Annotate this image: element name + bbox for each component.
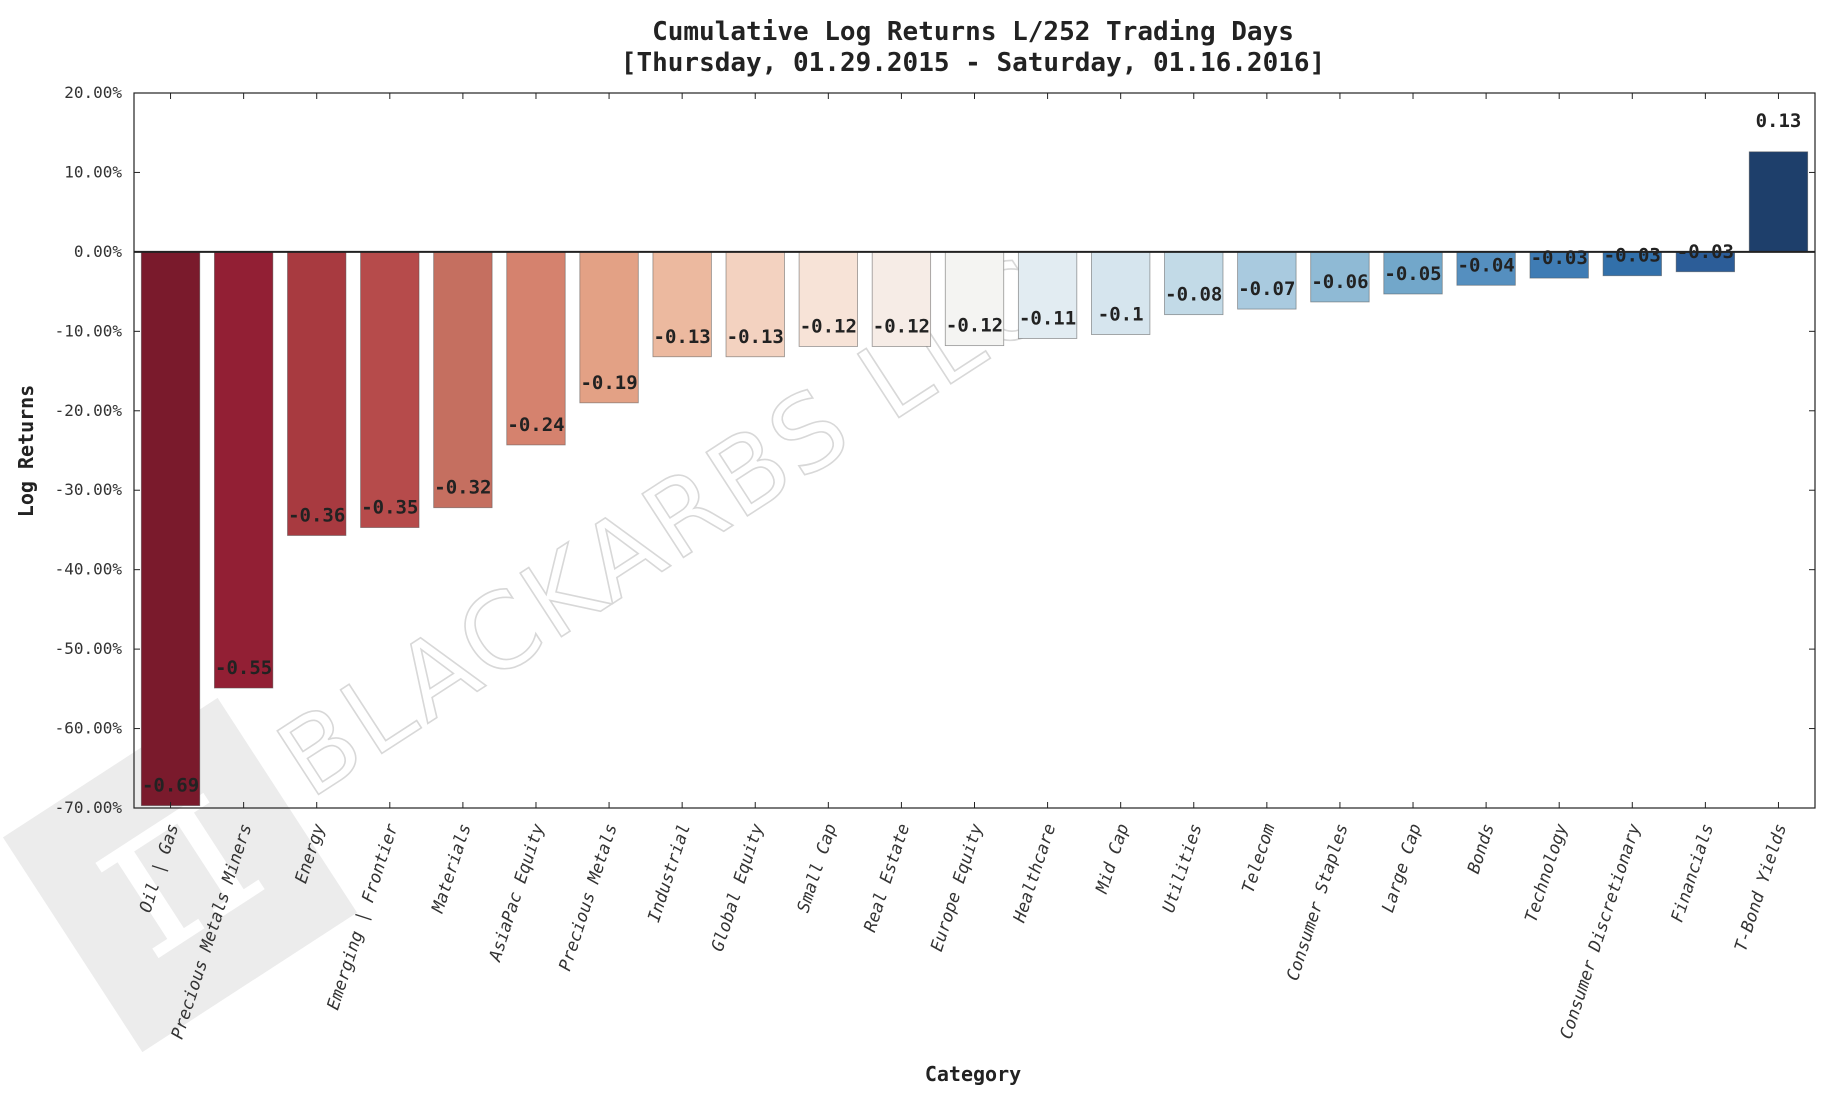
bar bbox=[579, 251, 639, 404]
data-label: -0.12 bbox=[946, 315, 1003, 337]
data-label: -0.32 bbox=[434, 477, 491, 499]
data-label: -0.12 bbox=[800, 315, 857, 337]
y-tick-label: -60.00% bbox=[55, 719, 123, 738]
y-tick-label: 10.00% bbox=[64, 162, 122, 181]
bar bbox=[1456, 251, 1516, 286]
data-label: -0.07 bbox=[1238, 278, 1295, 300]
x-tick-label: Telecom bbox=[1238, 821, 1279, 895]
bar bbox=[287, 251, 347, 536]
data-label: -0.36 bbox=[288, 505, 345, 527]
x-tick-label: Financials bbox=[1667, 821, 1718, 925]
bar bbox=[140, 251, 201, 807]
bar bbox=[725, 251, 785, 358]
y-tick-label: -30.00% bbox=[55, 480, 123, 499]
y-tick-label: -40.00% bbox=[55, 560, 123, 579]
y-tick-label: -70.00% bbox=[55, 798, 123, 817]
x-tick-label: Mid Cap bbox=[1092, 821, 1133, 896]
y-tick-label: 0.00% bbox=[74, 242, 123, 261]
x-tick-label: Consumer Staples bbox=[1283, 821, 1353, 983]
bar bbox=[1748, 151, 1809, 253]
x-tick-label: Global Equity bbox=[708, 821, 768, 954]
x-tick-label: T-Bond Yields bbox=[1731, 821, 1791, 954]
data-label: -0.24 bbox=[507, 414, 564, 436]
x-tick-label: Utilities bbox=[1159, 821, 1206, 915]
data-label: -0.13 bbox=[654, 326, 711, 348]
x-tick-label: Healthcare bbox=[1009, 821, 1060, 925]
data-label: -0.04 bbox=[1458, 254, 1515, 276]
bar bbox=[798, 251, 858, 347]
bar bbox=[1017, 251, 1078, 339]
data-label: -0.55 bbox=[215, 657, 272, 679]
data-label: -0.05 bbox=[1384, 263, 1441, 285]
y-axis-label: Log Returns bbox=[14, 385, 38, 517]
data-label: -0.13 bbox=[727, 326, 784, 348]
x-tick-label: Materials bbox=[428, 821, 476, 916]
y-tick-label: -10.00% bbox=[55, 321, 123, 340]
bar bbox=[213, 251, 274, 689]
data-label: -0.35 bbox=[361, 497, 418, 519]
x-tick-label: Industrial bbox=[644, 821, 695, 925]
x-tick-label: AsiaPac Equity bbox=[485, 821, 549, 965]
data-label: -0.12 bbox=[873, 315, 930, 337]
data-label: -0.03 bbox=[1531, 247, 1588, 269]
bar bbox=[1529, 251, 1589, 279]
y-axis: 20.00% 10.00% 0.00% -10.00% -20.00% -30.00% -4… bbox=[55, 83, 1815, 817]
y-tick-label: -20.00% bbox=[55, 401, 123, 420]
x-tick-label: Real Estate bbox=[860, 821, 914, 934]
bar bbox=[652, 251, 712, 358]
x-tick-label: Consumer Discretionary bbox=[1556, 821, 1645, 1042]
chart-subtitle: [Thursday, 01.29.2015 - Saturday, 01.16.… bbox=[621, 48, 1325, 78]
chart-title: Cumulative Log Returns L/252 Trading Day… bbox=[652, 17, 1294, 47]
data-labels: -0.69 -0.55 -0.36 -0.35 -0.32 -0.24 -0.19 -0.13… bbox=[142, 110, 1801, 797]
x-axis-label: Category bbox=[925, 1062, 1021, 1086]
watermark-logo: π bbox=[2, 697, 358, 1053]
y-tick-label: 20.00% bbox=[64, 83, 122, 102]
bar bbox=[871, 251, 932, 347]
data-label: -0.06 bbox=[1311, 271, 1368, 293]
x-tick-label: Large Cap bbox=[1378, 821, 1425, 915]
data-label: -0.08 bbox=[1165, 284, 1222, 306]
bar bbox=[433, 251, 493, 509]
data-label: -0.19 bbox=[580, 372, 637, 394]
bar bbox=[360, 251, 420, 528]
bar bbox=[1310, 251, 1370, 303]
x-tick-label: Bonds bbox=[1464, 821, 1499, 876]
x-tick-label: Europe Equity bbox=[927, 821, 987, 954]
bar bbox=[944, 251, 1005, 347]
bar bbox=[1237, 251, 1297, 310]
bar bbox=[1164, 251, 1224, 316]
data-label: 0.13 bbox=[1756, 110, 1802, 132]
data-label: -0.03 bbox=[1604, 245, 1661, 267]
y-tick-label: -50.00% bbox=[55, 639, 123, 658]
data-label: -0.11 bbox=[1019, 307, 1076, 329]
x-tick-label: Precious Metals bbox=[555, 821, 621, 973]
data-label: -0.69 bbox=[142, 775, 199, 797]
x-tick-label: Technology bbox=[1521, 821, 1572, 925]
x-tick-label: Small Cap bbox=[794, 821, 841, 915]
bar bbox=[1091, 251, 1151, 335]
data-label: -0.1 bbox=[1098, 304, 1144, 326]
data-label: -0.03 bbox=[1677, 241, 1734, 263]
